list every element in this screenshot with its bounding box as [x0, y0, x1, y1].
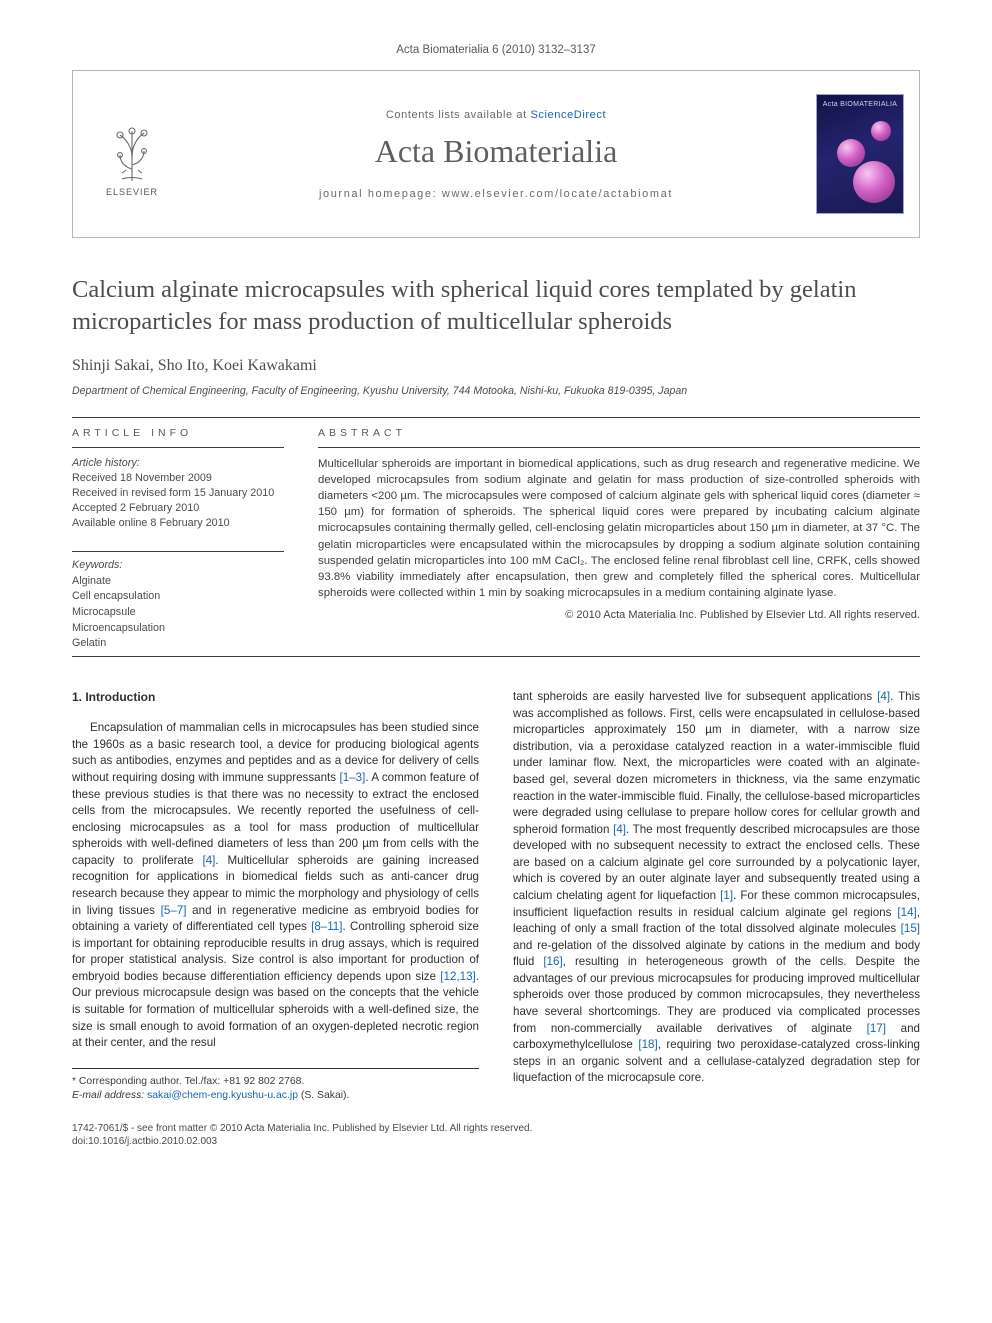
citation-link[interactable]: [1–3] [340, 771, 366, 784]
journal-name: Acta Biomaterialia [375, 133, 618, 170]
history-label: Article history: [72, 456, 284, 471]
keyword: Gelatin [72, 636, 284, 652]
affiliation-line: Department of Chemical Engineering, Facu… [72, 385, 920, 397]
keyword: Cell encapsulation [72, 589, 284, 605]
citation-link[interactable]: [5–7] [161, 904, 187, 917]
article-title: Calcium alginate microcapsules with sphe… [72, 274, 920, 339]
running-head: Acta Biomaterialia 6 (2010) 3132–3137 [72, 44, 920, 56]
mid-rule [72, 656, 920, 657]
kw-rule [72, 551, 284, 552]
keyword: Microencapsulation [72, 621, 284, 637]
history-online: Available online 8 February 2010 [72, 516, 284, 531]
front-matter-line: 1742-7061/$ - see front matter © 2010 Ac… [72, 1122, 920, 1136]
cover-thumb-cell: Acta BIOMATERIALIA [801, 71, 919, 237]
doi-line: doi:10.1016/j.actbio.2010.02.003 [72, 1135, 920, 1149]
abstract-heading: ABSTRACT [318, 418, 920, 447]
corr-email-link[interactable]: sakai@chem-eng.kyushu-u.ac.jp [147, 1090, 298, 1101]
citation-link[interactable]: [1] [720, 889, 733, 902]
elsevier-tree-icon [102, 123, 162, 183]
citation-link[interactable]: [16] [543, 955, 562, 968]
info-abstract-row: ARTICLE INFO Article history: Received 1… [72, 418, 920, 652]
abstract-column: ABSTRACT Multicellular spheroids are imp… [318, 418, 920, 652]
section-heading-introduction: 1. Introduction [72, 689, 479, 706]
body-column-left: 1. Introduction Encapsulation of mammali… [72, 689, 479, 1104]
footer-doi-block: 1742-7061/$ - see front matter © 2010 Ac… [72, 1122, 920, 1149]
journal-homepage: journal homepage: www.elsevier.com/locat… [319, 188, 673, 200]
history-accepted: Accepted 2 February 2010 [72, 501, 284, 516]
citation-link[interactable]: [17] [867, 1022, 886, 1035]
keywords-block: Keywords: Alginate Cell encapsulation Mi… [72, 551, 284, 652]
article-history: Article history: Received 18 November 20… [72, 448, 284, 532]
history-revised: Received in revised form 15 January 2010 [72, 486, 284, 501]
citation-link[interactable]: [14] [897, 906, 916, 919]
contents-prefix: Contents lists available at [386, 109, 531, 121]
text-run: , resulting in heterogeneous growth of t… [513, 955, 920, 1034]
cover-title-text: Acta BIOMATERIALIA [817, 101, 903, 108]
publisher-logo-cell: ELSEVIER [73, 71, 191, 237]
keyword: Alginate [72, 574, 284, 590]
email-paren: (S. Sakai). [301, 1090, 350, 1101]
intro-paragraph-right: tant spheroids are easily harvested live… [513, 689, 920, 1087]
corr-email-line: E-mail address: sakai@chem-eng.kyushu-u.… [72, 1089, 479, 1104]
contents-available-line: Contents lists available at ScienceDirec… [386, 109, 606, 121]
publisher-name: ELSEVIER [106, 187, 158, 197]
sciencedirect-link[interactable]: ScienceDirect [530, 109, 606, 121]
journal-cover-thumbnail: Acta BIOMATERIALIA [816, 94, 904, 214]
keywords-label: Keywords: [72, 558, 284, 574]
text-run: . A common feature of these previous stu… [72, 771, 479, 867]
email-label: E-mail address: [72, 1090, 144, 1101]
citation-link[interactable]: [8–11] [311, 920, 342, 933]
citation-link[interactable]: [4] [877, 690, 890, 703]
citation-link[interactable]: [18] [638, 1038, 657, 1051]
authors-line: Shinji Sakai, Sho Ito, Koei Kawakami [72, 357, 920, 375]
text-run: tant spheroids are easily harvested live… [513, 690, 877, 703]
citation-link[interactable]: [12,13] [440, 970, 475, 983]
abstract-text: Multicellular spheroids are important in… [318, 448, 920, 602]
intro-paragraph-left: Encapsulation of mammalian cells in micr… [72, 720, 479, 1052]
abstract-copyright: © 2010 Acta Materialia Inc. Published by… [318, 609, 920, 621]
elsevier-logo: ELSEVIER [95, 111, 169, 197]
citation-link[interactable]: [15] [901, 922, 920, 935]
corresponding-author-footnote: * Corresponding author. Tel./fax: +81 92… [72, 1068, 479, 1104]
citation-link[interactable]: [4] [613, 823, 626, 836]
article-info-heading: ARTICLE INFO [72, 418, 284, 447]
body-two-column: 1. Introduction Encapsulation of mammali… [72, 689, 920, 1104]
text-run: . This was accomplished as follows. Firs… [513, 690, 920, 836]
history-received: Received 18 November 2009 [72, 471, 284, 486]
corr-author-line: * Corresponding author. Tel./fax: +81 92… [72, 1075, 479, 1090]
article-info-column: ARTICLE INFO Article history: Received 1… [72, 418, 284, 652]
citation-link[interactable]: [4] [202, 854, 215, 867]
keyword: Microcapsule [72, 605, 284, 621]
journal-masthead: ELSEVIER Contents lists available at Sci… [72, 70, 920, 238]
body-column-right: tant spheroids are easily harvested live… [513, 689, 920, 1104]
